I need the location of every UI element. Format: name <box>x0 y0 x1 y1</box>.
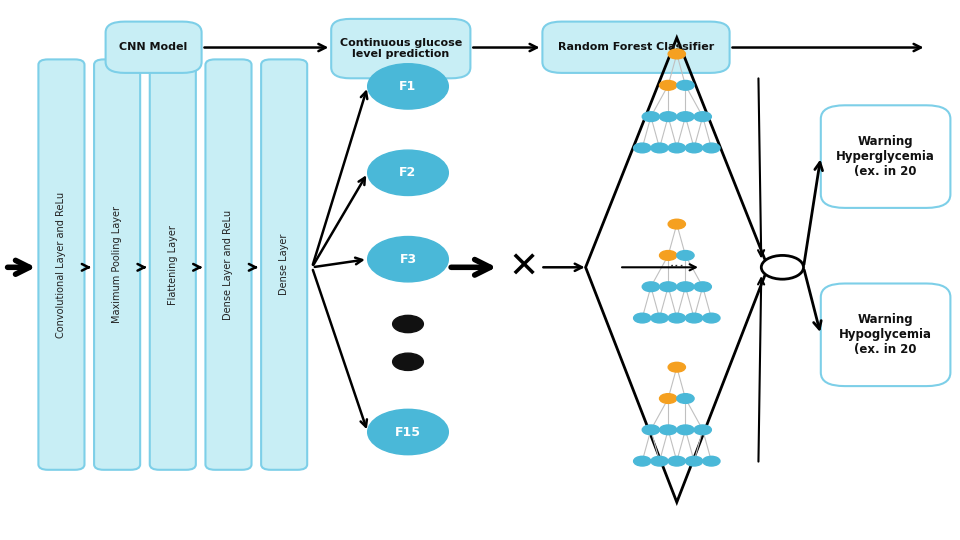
Circle shape <box>651 143 668 153</box>
Circle shape <box>668 456 685 466</box>
Circle shape <box>642 112 660 122</box>
FancyBboxPatch shape <box>821 105 950 208</box>
Circle shape <box>685 143 703 153</box>
FancyBboxPatch shape <box>38 59 84 470</box>
Text: Continuous glucose
level prediction: Continuous glucose level prediction <box>340 38 462 59</box>
Text: Maximum Pooling Layer: Maximum Pooling Layer <box>112 206 122 323</box>
FancyBboxPatch shape <box>542 22 730 73</box>
Text: Dense Layer: Dense Layer <box>279 234 289 295</box>
Circle shape <box>660 425 677 435</box>
Circle shape <box>703 313 720 323</box>
Text: ...: ... <box>669 253 684 271</box>
Circle shape <box>642 282 660 292</box>
Circle shape <box>668 219 685 229</box>
Circle shape <box>694 282 711 292</box>
Circle shape <box>393 315 423 333</box>
Text: Warning
Hyperglycemia
(ex. in 20: Warning Hyperglycemia (ex. in 20 <box>836 135 935 178</box>
Circle shape <box>368 150 448 195</box>
Circle shape <box>677 80 694 90</box>
FancyBboxPatch shape <box>331 19 470 78</box>
Circle shape <box>668 362 685 372</box>
Circle shape <box>668 313 685 323</box>
Circle shape <box>393 353 423 370</box>
Circle shape <box>694 112 711 122</box>
Circle shape <box>368 237 448 282</box>
Circle shape <box>668 49 685 59</box>
Circle shape <box>634 143 651 153</box>
Text: Random Forest Classifier: Random Forest Classifier <box>558 42 714 52</box>
Circle shape <box>634 313 651 323</box>
Circle shape <box>368 64 448 109</box>
Circle shape <box>368 409 448 455</box>
FancyBboxPatch shape <box>261 59 307 470</box>
Circle shape <box>651 313 668 323</box>
Circle shape <box>660 80 677 90</box>
Text: Flattening Layer: Flattening Layer <box>168 225 178 305</box>
Text: Warning
Hypoglycemia
(ex. in 20: Warning Hypoglycemia (ex. in 20 <box>839 313 932 356</box>
Text: F2: F2 <box>399 166 417 179</box>
Circle shape <box>677 251 694 260</box>
FancyBboxPatch shape <box>106 22 202 73</box>
Text: Dense Layer and ReLu: Dense Layer and ReLu <box>224 210 233 320</box>
Circle shape <box>677 425 694 435</box>
Text: F15: F15 <box>395 426 421 438</box>
Circle shape <box>677 282 694 292</box>
Circle shape <box>703 456 720 466</box>
FancyBboxPatch shape <box>94 59 140 470</box>
Circle shape <box>685 313 703 323</box>
Text: ✕: ✕ <box>508 251 539 284</box>
Circle shape <box>685 456 703 466</box>
Circle shape <box>761 255 804 279</box>
Circle shape <box>703 143 720 153</box>
Text: F1: F1 <box>399 80 417 93</box>
Circle shape <box>660 112 677 122</box>
Circle shape <box>677 112 694 122</box>
Text: Convolutional Layer and ReLu: Convolutional Layer and ReLu <box>57 192 66 338</box>
Circle shape <box>660 282 677 292</box>
Circle shape <box>660 251 677 260</box>
FancyBboxPatch shape <box>205 59 252 470</box>
Circle shape <box>651 456 668 466</box>
Text: F3: F3 <box>399 253 417 266</box>
Circle shape <box>660 394 677 403</box>
FancyBboxPatch shape <box>150 59 196 470</box>
Circle shape <box>634 456 651 466</box>
Circle shape <box>694 425 711 435</box>
Circle shape <box>668 143 685 153</box>
Text: CNN Model: CNN Model <box>119 42 188 52</box>
Circle shape <box>677 394 694 403</box>
Circle shape <box>642 425 660 435</box>
FancyBboxPatch shape <box>821 284 950 386</box>
